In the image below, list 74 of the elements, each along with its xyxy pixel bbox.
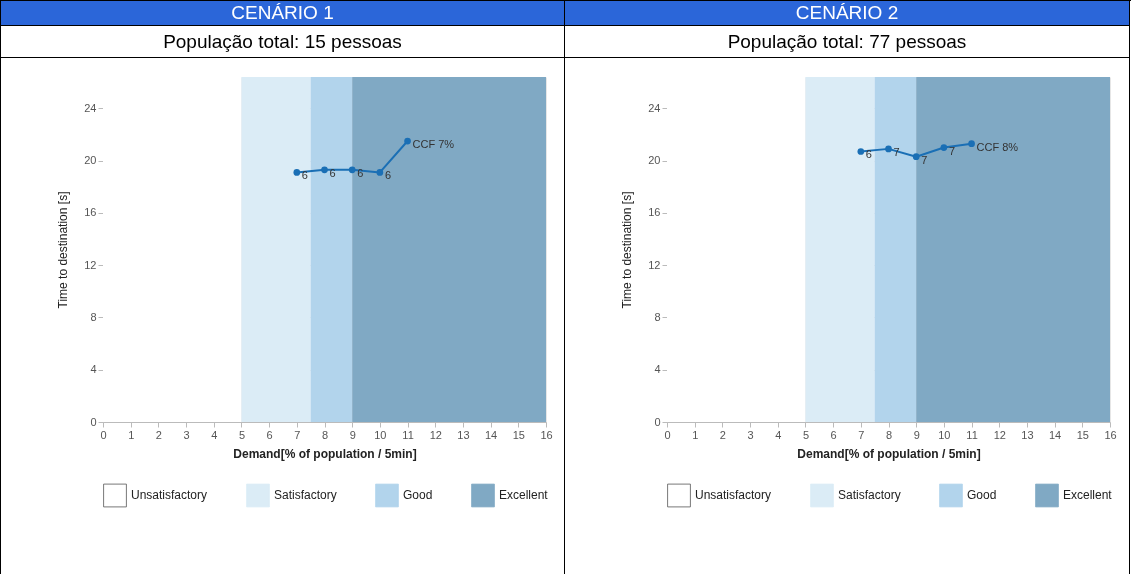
x-tick-label: 5 (238, 428, 245, 441)
chart-subtitle: População total: 15 pessoas (1, 26, 564, 58)
y-axis-title: Time to destination [s] (620, 191, 635, 309)
x-tick-label: 13 (457, 428, 470, 441)
x-tick-label: 14 (1049, 428, 1062, 441)
x-tick-label: 6 (830, 428, 837, 441)
x-tick-label: 3 (183, 428, 190, 441)
x-tick-label: 8 (885, 428, 893, 441)
legend-label: Unsatisfactory (695, 488, 772, 503)
y-tick-label: 4 (654, 363, 661, 376)
y-tick-label: 20 (84, 154, 97, 167)
x-tick-label: 9 (913, 428, 920, 441)
annotation: 6 (329, 166, 336, 179)
y-tick-label: 0 (654, 415, 661, 428)
legend-label: Excellent (1063, 488, 1113, 503)
y-tick-label: 20 (648, 154, 661, 167)
x-axis-title: Demand[% of population / 5min] (797, 446, 981, 461)
y-tick-label: 12 (84, 258, 97, 271)
x-tick-label: 6 (266, 428, 273, 441)
x-tick-label: 12 (993, 428, 1006, 441)
x-tick-label: 13 (1021, 428, 1034, 441)
annotation: CCF 8% (976, 140, 1019, 153)
x-tick-label: 8 (321, 428, 329, 441)
legend-label: Good (403, 488, 433, 503)
x-tick-label: 4 (775, 428, 782, 441)
annotation: 7 (921, 153, 928, 166)
x-tick-label: 11 (966, 428, 978, 441)
y-tick-label: 8 (90, 310, 97, 323)
y-axis-title: Time to destination [s] (56, 191, 71, 309)
x-tick-label: 16 (540, 428, 553, 441)
x-tick-label: 4 (211, 428, 218, 441)
annotation: 7 (893, 145, 900, 158)
annotation: 6 (357, 166, 364, 179)
x-tick-label: 1 (692, 428, 699, 441)
y-tick-label: 4 (90, 363, 97, 376)
legend-label: Good (967, 488, 997, 503)
x-tick-label: 5 (802, 428, 809, 441)
y-tick-label: 16 (648, 206, 661, 219)
x-tick-label: 7 (858, 428, 865, 441)
x-tick-label: 2 (719, 428, 726, 441)
x-tick-label: 0 (664, 428, 671, 441)
y-tick-label: 8 (654, 310, 661, 323)
legend-label: Satisfactory (274, 488, 337, 503)
x-tick-label: 14 (485, 428, 498, 441)
x-tick-label: 9 (349, 428, 356, 441)
x-tick-label: 10 (938, 428, 951, 441)
x-tick-label: 15 (1076, 428, 1089, 441)
x-tick-label: 2 (155, 428, 162, 441)
x-axis-title: Demand[% of population / 5min] (233, 446, 417, 461)
y-tick-label: 24 (648, 101, 661, 114)
x-tick-label: 0 (100, 428, 107, 441)
legend-label: Excellent (499, 488, 549, 503)
annotation: 6 (384, 169, 391, 182)
y-tick-label: 0 (90, 415, 97, 428)
chart-title: CENÁRIO 2 (565, 1, 1129, 26)
y-tick-label: 16 (84, 206, 97, 219)
legend-label: Satisfactory (838, 488, 901, 503)
annotation: CCF 7% (412, 138, 455, 151)
x-tick-label: 15 (512, 428, 525, 441)
x-tick-label: 7 (294, 428, 301, 441)
x-tick-label: 16 (1104, 428, 1117, 441)
chart-title: CENÁRIO 1 (1, 1, 564, 26)
x-tick-label: 12 (429, 428, 442, 441)
x-tick-label: 11 (402, 428, 414, 441)
y-tick-label: 12 (648, 258, 661, 271)
annotation: 7 (948, 144, 955, 157)
x-tick-label: 1 (128, 428, 135, 441)
annotation: 6 (865, 148, 872, 161)
y-tick-label: 24 (84, 101, 97, 114)
chart-subtitle: População total: 77 pessoas (565, 26, 1129, 58)
x-tick-label: 10 (374, 428, 387, 441)
annotation: 6 (301, 169, 308, 182)
x-tick-label: 3 (747, 428, 754, 441)
legend-label: Unsatisfactory (131, 488, 208, 503)
